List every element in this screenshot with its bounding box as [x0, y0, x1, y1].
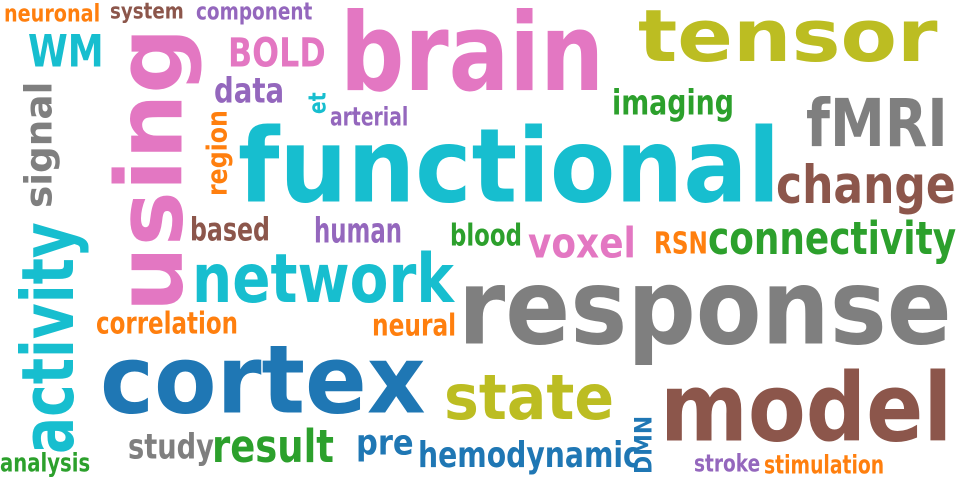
word-component: component [196, 0, 313, 26]
word-signal: signal [16, 81, 61, 208]
word-tensor: tensor [638, 0, 938, 79]
word-brain: brain [340, 0, 605, 117]
word-analysis: analysis [0, 447, 91, 478]
word-neuronal: neuronal [4, 0, 101, 28]
word-fmri: fMRI [806, 86, 948, 163]
word-stroke: stroke [694, 449, 761, 478]
word-blood: blood [450, 217, 522, 253]
word-stimulation: stimulation [764, 449, 885, 480]
word-connectivity: connectivity [708, 211, 957, 265]
word-data: data [214, 70, 285, 111]
word-model: model [660, 353, 953, 464]
word-using: using [95, 27, 204, 313]
word-response: response [458, 246, 952, 369]
word-cortex: cortex [100, 325, 426, 436]
word-imaging: imaging [612, 82, 734, 123]
word-correlation: correlation [96, 305, 238, 341]
word-neural: neural [372, 307, 457, 343]
word-pre: pre [356, 422, 414, 463]
word-network: network [192, 239, 454, 319]
word-voxel: voxel [528, 218, 636, 268]
word-dmn: DMN [629, 415, 658, 474]
word-rsn: RSN [654, 225, 708, 261]
word-result: result [212, 419, 334, 473]
word-wm: WM [28, 26, 104, 78]
word-hemodynamic: hemodynamic [418, 434, 640, 476]
word-based: based [190, 211, 270, 249]
word-bold: BOLD [228, 30, 326, 77]
word-region: region [201, 110, 234, 196]
word-functional: functional [238, 107, 781, 227]
word-change: change [776, 155, 956, 216]
word-system: system [110, 0, 184, 24]
word-arterial: arterial [330, 101, 409, 132]
word-study: study [128, 426, 214, 467]
word-activity: activity [5, 222, 91, 454]
word-state: state [444, 362, 615, 435]
word-human: human [314, 210, 403, 251]
